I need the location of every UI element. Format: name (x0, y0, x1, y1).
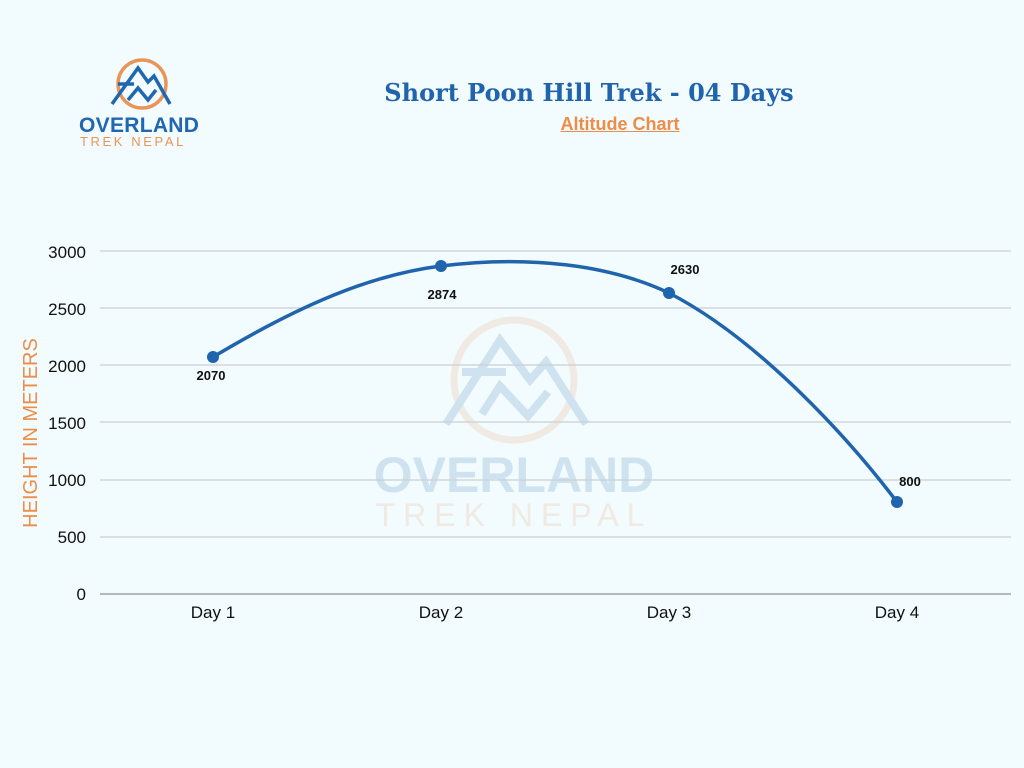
svg-text:500: 500 (58, 528, 86, 547)
data-points (207, 260, 903, 508)
altitude-line (211, 259, 899, 504)
grid-lines (100, 250, 1011, 538)
svg-text:3000: 3000 (48, 243, 86, 262)
svg-text:Day 2: Day 2 (419, 603, 463, 622)
svg-text:Day 1: Day 1 (191, 603, 235, 622)
page-title: Short Poon Hill Trek - 04 Days (384, 78, 794, 107)
svg-text:800: 800 (899, 474, 921, 489)
svg-text:2630: 2630 (671, 262, 700, 277)
y-axis-ticks: 0 500 1000 1500 2000 2500 3000 (48, 243, 86, 604)
brand-logo-icon (110, 58, 172, 110)
y-axis-label: HEIGHT IN METERS (20, 338, 42, 528)
svg-text:2874: 2874 (428, 287, 458, 302)
svg-text:2070: 2070 (197, 368, 226, 383)
page-subtitle: Altitude Chart (560, 114, 680, 134)
svg-text:1000: 1000 (48, 471, 86, 490)
watermark-line1: OVERLAND (374, 447, 655, 503)
x-axis-ticks: Day 1 Day 2 Day 3 Day 4 (191, 603, 919, 622)
svg-text:1500: 1500 (48, 414, 86, 433)
watermark-line2: TREK NEPAL (376, 497, 653, 533)
svg-text:0: 0 (77, 585, 86, 604)
svg-text:2000: 2000 (48, 357, 86, 376)
data-labels: 2070 2874 2630 800 (197, 262, 921, 489)
svg-text:Day 4: Day 4 (875, 603, 919, 622)
svg-text:2500: 2500 (48, 300, 86, 319)
brand-name: OVERLAND (79, 114, 200, 137)
watermark: OVERLAND TREK NEPAL (374, 316, 655, 533)
brand-tagline: TREK NEPAL (80, 134, 186, 149)
svg-text:Day 3: Day 3 (647, 603, 691, 622)
